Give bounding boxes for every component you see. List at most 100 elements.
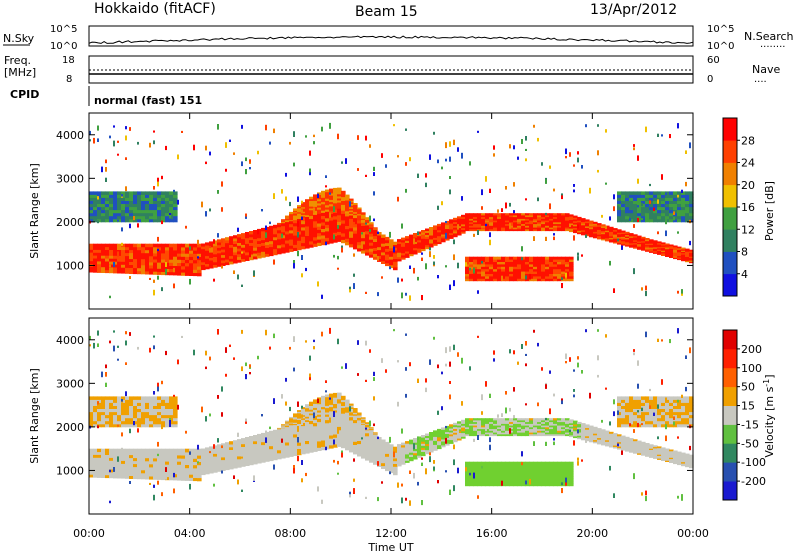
power-cell <box>241 233 246 236</box>
velocity-cell <box>193 458 198 462</box>
velocity-speck <box>481 411 483 415</box>
power-speck <box>381 276 383 278</box>
power-cell <box>245 252 250 255</box>
power-speck <box>573 164 575 166</box>
velocity-speck <box>173 473 175 477</box>
velocity-speck <box>265 330 267 336</box>
power-cell <box>645 210 650 214</box>
velocity-cell <box>145 418 150 422</box>
velocity-cell <box>329 432 334 436</box>
velocity-cell <box>137 461 142 465</box>
power-cell <box>129 253 134 257</box>
velocity-cell <box>273 436 278 440</box>
power-cell <box>265 242 270 245</box>
power-cell <box>645 213 650 217</box>
power-cell <box>145 268 150 272</box>
power-cell <box>465 213 470 215</box>
velocity-cell <box>125 406 130 410</box>
velocity-cell <box>101 469 106 472</box>
colorbar-swatch <box>723 252 737 275</box>
power-cell <box>677 198 682 202</box>
power-cell <box>125 250 130 254</box>
power-cell <box>329 237 334 241</box>
velocity-cell <box>521 418 526 420</box>
power-speck <box>105 178 107 182</box>
velocity-cell <box>177 455 182 459</box>
power-cell <box>393 242 398 245</box>
power-speck <box>513 145 515 149</box>
power-cell <box>349 241 354 245</box>
velocity-speck <box>181 336 183 338</box>
power-cell <box>309 231 314 235</box>
power-speck <box>525 136 527 141</box>
velocity-cell <box>281 455 286 459</box>
velocity-cell <box>269 437 274 441</box>
velocity-cell <box>333 418 338 422</box>
velocity-cell <box>165 461 170 465</box>
velocity-cell <box>353 441 358 445</box>
velocity-speck <box>321 332 323 337</box>
power-speck <box>573 190 575 193</box>
velocity-cell <box>401 443 406 446</box>
power-speck <box>449 285 451 290</box>
velocity-cell <box>153 461 158 465</box>
power-cell <box>161 210 166 214</box>
power-cell <box>89 216 94 220</box>
power-cell <box>153 271 158 275</box>
velocity-cell <box>313 429 318 433</box>
velocity-cell <box>185 468 190 472</box>
power-cell <box>157 213 162 217</box>
power-cell <box>257 235 262 238</box>
power-cell <box>109 244 114 247</box>
power-cell <box>341 214 346 218</box>
velocity-cell <box>281 428 286 432</box>
power-speck <box>149 278 151 280</box>
power-cell <box>253 233 258 236</box>
velocity-cell <box>385 451 390 454</box>
velocity-cell <box>341 438 346 442</box>
power-cell <box>669 207 674 211</box>
power-speck <box>685 182 687 186</box>
power-cell <box>161 201 166 205</box>
velocity-cell <box>269 431 274 435</box>
power-cell <box>141 210 146 214</box>
power-cell <box>297 205 302 207</box>
power-cell <box>677 207 682 211</box>
power-cell <box>621 201 626 205</box>
power-speck <box>413 268 415 274</box>
power-cell <box>161 191 166 195</box>
power-cell <box>101 252 106 255</box>
velocity-cell <box>253 447 258 450</box>
power-cell <box>97 249 102 252</box>
power-cell <box>633 210 638 214</box>
velocity-cell <box>281 431 286 435</box>
power-speck <box>313 208 315 214</box>
power-cell <box>121 250 126 253</box>
velocity-speck <box>129 481 131 484</box>
power-cell <box>281 244 286 248</box>
power-cell <box>433 225 438 228</box>
power-cell <box>169 256 174 260</box>
power-cell <box>293 226 298 230</box>
velocity-cell <box>173 464 178 468</box>
velocity-speck <box>397 402 399 407</box>
velocity-cell <box>177 477 182 481</box>
power-cell <box>381 261 386 264</box>
velocity-cell <box>165 396 170 400</box>
velocity-cell <box>93 406 98 410</box>
velocity-cell <box>165 409 170 413</box>
power-cell <box>117 267 122 270</box>
nsky-left-tick-bottom: 10^0 <box>50 41 77 52</box>
power-cell <box>137 262 142 266</box>
velocity-cell <box>385 442 390 445</box>
power-cell <box>161 216 166 220</box>
power-cell <box>341 223 346 227</box>
power-cell <box>121 210 126 214</box>
power-speck <box>565 156 567 158</box>
power-cell <box>161 244 166 248</box>
power-cell <box>169 272 174 276</box>
power-speck <box>441 201 443 205</box>
power-cell <box>277 233 282 237</box>
power-speck <box>293 131 295 137</box>
velocity-cell <box>257 454 262 457</box>
